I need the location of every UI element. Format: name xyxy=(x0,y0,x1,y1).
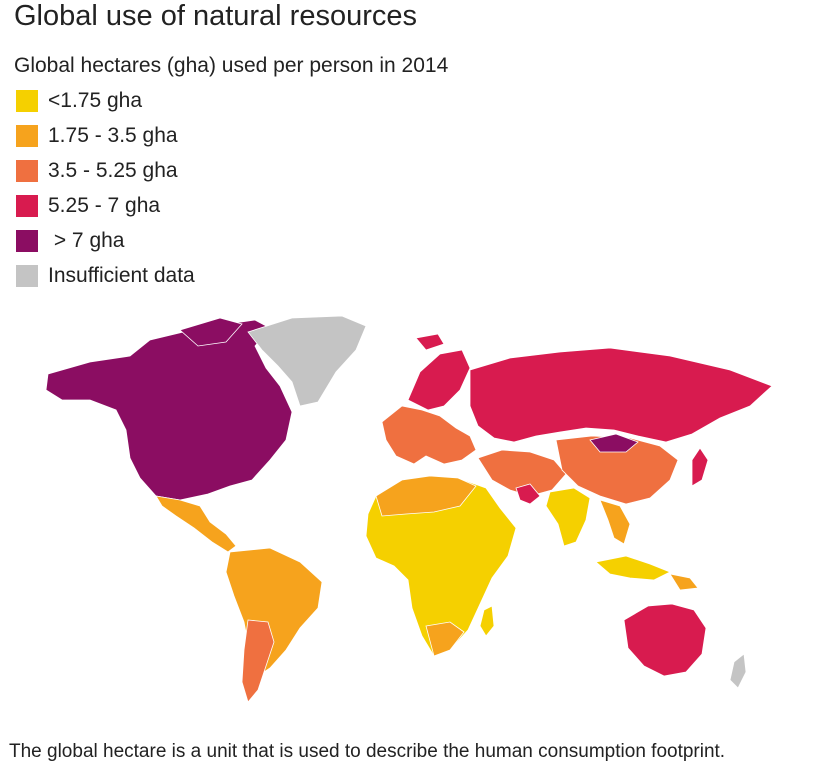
region-australia xyxy=(623,603,707,677)
footnote: The global hectare is a unit that is use… xyxy=(9,741,726,762)
legend-label: 1.75 - 3.5 gha xyxy=(48,124,178,147)
legend-swatch xyxy=(16,195,38,217)
legend-swatch xyxy=(16,160,38,182)
legend-swatch xyxy=(16,90,38,112)
region-japan xyxy=(691,447,709,487)
map-subtitle: Global hectares (gha) used per person in… xyxy=(14,54,449,77)
region-mongolia xyxy=(589,433,639,453)
region-southern-cone xyxy=(241,619,275,703)
region-southern-africa xyxy=(425,621,465,657)
region-scandinavia xyxy=(407,349,471,411)
region-africa xyxy=(365,475,517,657)
region-south-asia xyxy=(545,487,591,547)
legend-item-lt-1-75: <1.75 gha xyxy=(16,89,143,112)
map-title: Global use of natural resources xyxy=(14,0,417,32)
legend-item-3-5-5-25: 3.5 - 5.25 gha xyxy=(16,159,178,182)
legend-item-5-25-7: 5.25 - 7 gha xyxy=(16,194,161,217)
region-greenland xyxy=(247,315,367,407)
legend-label: 3.5 - 5.25 gha xyxy=(48,159,178,182)
region-gulf xyxy=(515,483,541,505)
region-madagascar xyxy=(479,605,495,637)
region-southeast-asia xyxy=(599,499,631,545)
legend-item-insufficient-data: Insufficient data xyxy=(16,264,195,287)
region-south-america xyxy=(225,547,323,677)
legend-swatch xyxy=(16,230,38,252)
region-north-america xyxy=(45,319,293,501)
legend-item-1-75-3-5: 1.75 - 3.5 gha xyxy=(16,124,178,147)
region-central-america xyxy=(155,495,237,553)
legend-swatch xyxy=(16,125,38,147)
region-north-africa xyxy=(375,475,477,517)
region-iceland xyxy=(415,333,445,351)
world-map xyxy=(45,315,773,703)
region-indonesia xyxy=(595,555,671,581)
region-russia xyxy=(469,347,773,443)
legend-swatch xyxy=(16,265,38,287)
legend-item-gt-7: > 7 gha xyxy=(16,229,125,252)
region-new-zealand xyxy=(729,653,747,689)
region-middle-east xyxy=(477,449,567,497)
region-europe-west xyxy=(381,405,477,465)
region-arctic-islands xyxy=(179,317,243,347)
region-papua xyxy=(669,573,699,591)
legend-label: <1.75 gha xyxy=(48,89,143,112)
legend-label: 5.25 - 7 gha xyxy=(48,194,161,217)
legend-label: > 7 gha xyxy=(48,229,125,252)
legend-label: Insufficient data xyxy=(48,264,195,287)
